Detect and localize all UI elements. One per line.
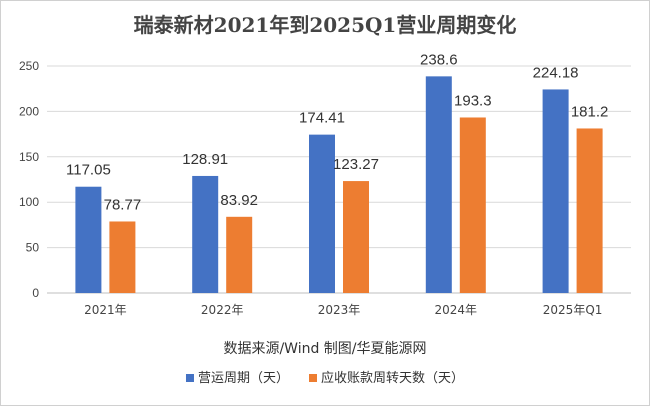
y-tick-label: 250: [19, 59, 39, 73]
legend: 营运周期（天） 应收账款周转天数（天）: [185, 370, 464, 386]
bar-series-1: [75, 186, 102, 293]
x-tick-label: 2025年Q1: [543, 303, 603, 317]
legend-item: 应收账款周转天数（天）: [309, 370, 464, 386]
data-label: 123.27: [333, 156, 379, 173]
y-tick-label: 200: [19, 104, 39, 118]
x-axis: 2021年 2022年 2023年 2024年 2025年Q1: [84, 303, 602, 317]
bar-series-2: [459, 117, 486, 293]
bar-series-1: [192, 175, 219, 293]
data-label: 128.91: [182, 151, 228, 168]
bar-series-2: [576, 128, 603, 293]
bar-series-1: [425, 76, 452, 293]
bar-series-2: [109, 221, 136, 293]
x-tick-label: 2021年: [84, 303, 127, 317]
x-tick-label: 2023年: [318, 303, 361, 317]
x-tick-label: 2022年: [201, 303, 244, 317]
legend-label: 营运周期（天）: [198, 371, 289, 386]
data-labels: 117.05 78.77 128.91 83.92 174.41 123.27 238.6 1…: [66, 51, 608, 213]
data-label: 193.3: [454, 92, 492, 109]
y-tick-label: 50: [26, 241, 40, 255]
data-label: 83.92: [220, 192, 258, 209]
legend-label: 应收账款周转天数（天）: [321, 370, 464, 386]
bar-series-1: [542, 89, 569, 294]
gridlines: [47, 65, 631, 294]
bar-series-2: [343, 181, 369, 293]
y-axis: 0 50 100 150 200 250: [19, 59, 39, 300]
legend-item: 营运周期（天）: [185, 371, 289, 386]
y-tick-label: 0: [32, 286, 39, 300]
data-label: 238.6: [420, 51, 458, 68]
data-label: 78.77: [104, 196, 142, 213]
bar-series-2: [226, 216, 253, 293]
chart-title: 瑞泰新材2021年到2025Q1营业周期变化: [134, 13, 517, 37]
data-label: 224.18: [533, 64, 579, 81]
bars: [75, 76, 603, 294]
y-tick-label: 150: [19, 150, 39, 164]
legend-swatch: [309, 374, 317, 382]
data-label: 117.05: [66, 162, 111, 179]
x-axis-label: 数据来源/Wind 制图/华夏能源网: [223, 341, 426, 357]
data-label: 181.2: [571, 103, 609, 120]
x-tick-label: 2024年: [435, 303, 478, 317]
data-label: 174.41: [299, 110, 345, 127]
y-tick-label: 100: [19, 195, 39, 209]
bar-series-1: [309, 134, 335, 293]
legend-swatch: [185, 374, 194, 382]
